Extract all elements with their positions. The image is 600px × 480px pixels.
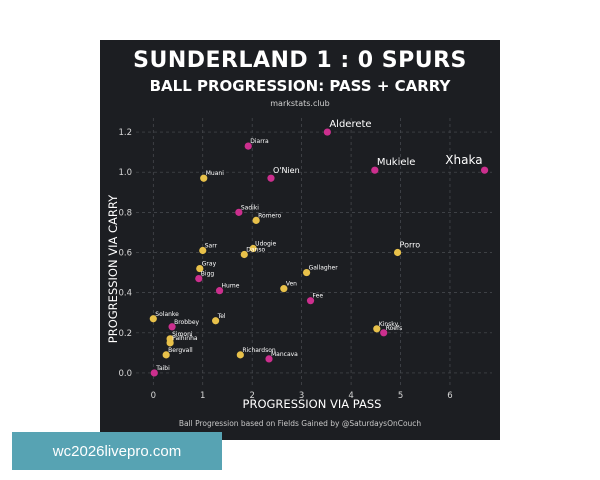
- data-point-mancava: [265, 355, 273, 363]
- data-point-kinsky: [373, 325, 381, 333]
- point-label: Taibi: [155, 365, 170, 372]
- x-tick-label: 2: [249, 391, 254, 401]
- y-tick-label: 0.6: [118, 249, 132, 259]
- data-point-xhaka: [480, 166, 489, 174]
- point-label: Sadiki: [241, 204, 259, 211]
- x-tick-label: 0: [151, 391, 156, 401]
- point-labels: Alderete Diarra Mukiele Xhaka Muani O'Nien Sad…: [155, 119, 482, 372]
- y-tick-label: 1.2: [118, 128, 132, 138]
- point-label: Muani: [206, 170, 224, 177]
- point-label: Palhinha: [172, 335, 198, 342]
- point-label: Brobbey: [174, 319, 199, 326]
- y-tick-label: 0.2: [118, 329, 132, 339]
- data-point-diarra: [244, 142, 252, 150]
- data-point-hume: [215, 287, 224, 295]
- data-point-onien: [267, 174, 275, 182]
- point-label: Tel: [217, 313, 226, 320]
- point-label: Diarra: [250, 138, 269, 145]
- y-tick-label: 0.8: [118, 208, 132, 218]
- point-label: Alderete: [329, 119, 371, 130]
- point-label: Hume: [222, 283, 240, 290]
- data-point-romero: [252, 216, 260, 224]
- chart-title: SUNDERLAND 1 : 0 SPURS: [133, 48, 467, 73]
- point-label: Danso: [246, 247, 265, 254]
- data-point-fee: [306, 297, 315, 305]
- point-label: Bigg: [201, 271, 215, 278]
- data-point-muani: [200, 174, 208, 182]
- y-tick-label: 0.0: [118, 369, 132, 379]
- y-tick-label: 0.4: [118, 289, 132, 299]
- data-point-tel: [212, 317, 220, 325]
- x-tick-label: 5: [398, 391, 403, 401]
- point-label: Mancava: [271, 351, 298, 358]
- data-point-porro: [393, 248, 402, 257]
- x-tick-label: 4: [348, 391, 353, 401]
- point-label: Romero: [258, 212, 281, 219]
- point-label: Kinsky: [379, 321, 399, 328]
- data-point-bigg: [195, 275, 203, 283]
- data-point-udogie: [249, 244, 257, 253]
- point-label: Ven: [286, 281, 297, 288]
- point-label: Udogie: [255, 240, 276, 247]
- point-label: Bergvall: [168, 347, 193, 354]
- point-label: Xhaka: [445, 153, 482, 167]
- scatter-plot: 0 1 2 3 4 5 6 0.0 0.2 0.4 0.6 0.8 1.0 1.2 Alderete Dia…: [106, 118, 492, 411]
- point-label: Richardson: [242, 347, 276, 354]
- data-point-palhinha: [166, 339, 174, 347]
- data-point-danso: [240, 250, 248, 259]
- point-label: Mukiele: [377, 157, 416, 168]
- point-label: Gray: [202, 261, 217, 268]
- data-point-alderete: [323, 128, 331, 136]
- data-point-richardson: [236, 351, 244, 359]
- footer-credit: Ball Progression based on Fields Gained …: [178, 419, 422, 428]
- point-label: Fee: [313, 293, 324, 300]
- x-tick-label: 1: [200, 391, 205, 401]
- data-point-solanke: [149, 315, 157, 323]
- data-point-bergvall: [162, 351, 170, 359]
- grid-lines: [136, 118, 492, 385]
- point-label: O'Nien: [273, 166, 300, 175]
- x-tick-label: 6: [447, 391, 452, 401]
- source-credit: markstats.club: [270, 99, 330, 108]
- point-label: Solanke: [155, 311, 179, 318]
- point-label: Simoni: [172, 331, 193, 338]
- data-point-ven: [280, 285, 288, 293]
- point-label: Gallagher: [309, 265, 339, 272]
- data-point-brobbey: [168, 323, 176, 331]
- data-point-taibi: [150, 369, 158, 377]
- chart-subtitle: BALL PROGRESSION: PASS + CARRY: [149, 77, 451, 95]
- point-label: Roefs: [386, 325, 403, 332]
- point-label: Sarr: [205, 242, 218, 249]
- y-axis-label: PROGRESSION VIA CARRY: [106, 194, 120, 343]
- data-point-mukiele: [371, 166, 379, 174]
- point-label: Porro: [400, 241, 421, 250]
- axis-ticks: 0 1 2 3 4 5 6 0.0 0.2 0.4 0.6 0.8 1.0 1.2: [118, 128, 452, 401]
- x-axis-label: PROGRESSION VIA PASS: [243, 397, 382, 411]
- data-points: [149, 128, 489, 377]
- data-point-roefs: [380, 329, 388, 337]
- y-tick-label: 1.0: [118, 168, 132, 178]
- chart-card: SUNDERLAND 1 : 0 SPURS BALL PROGRESSION:…: [100, 40, 500, 440]
- data-point-sarr: [199, 246, 207, 255]
- watermark-banner: wc2026livepro.com: [12, 432, 222, 470]
- x-tick-label: 3: [299, 391, 304, 401]
- data-point-sadiki: [235, 208, 243, 216]
- data-point-gray: [196, 264, 204, 273]
- data-point-gallagher: [302, 268, 311, 277]
